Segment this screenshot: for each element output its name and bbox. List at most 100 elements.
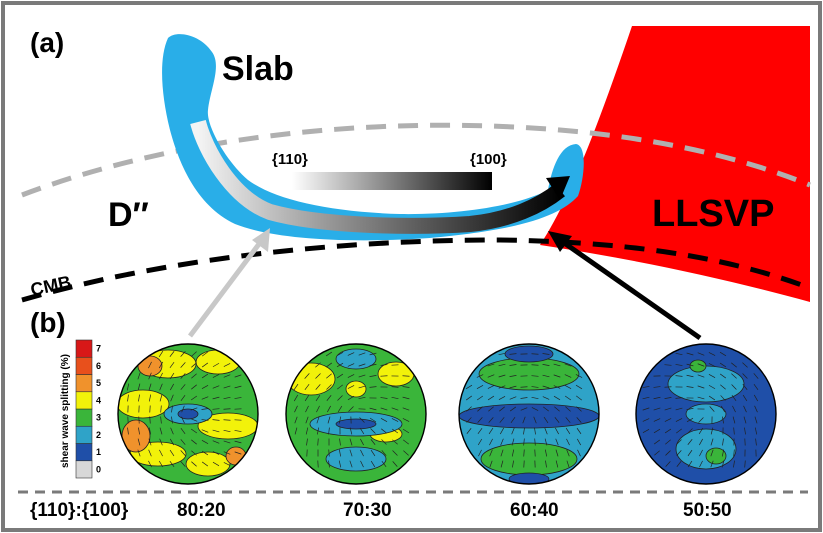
polarization-tick — [212, 408, 220, 410]
contour-region — [286, 362, 336, 396]
polarization-tick — [543, 416, 549, 424]
polarization-tick — [380, 407, 388, 411]
polarization-tick — [304, 394, 310, 402]
polarization-tick — [686, 407, 694, 411]
polarization-tick — [675, 375, 683, 377]
polarization-tick — [325, 351, 333, 357]
polarization-tick — [347, 374, 355, 378]
polarization-tick — [392, 439, 398, 445]
polarization-tick — [731, 394, 737, 402]
ratio-header: {110}:{100} — [30, 500, 129, 521]
colorbar-tick-label: 3 — [96, 413, 101, 423]
polarization-tick — [675, 352, 683, 356]
polarization-tick — [169, 351, 175, 357]
polarization-tick — [523, 427, 525, 435]
contour-region — [508, 472, 550, 484]
polarization-tick — [169, 383, 175, 391]
net-70-30 — [285, 343, 427, 485]
polarization-tick — [753, 373, 759, 379]
polarization-tick — [564, 363, 572, 367]
polarization-tick — [697, 374, 705, 378]
polarization-tick — [498, 396, 506, 400]
colorbar-tick-label: 2 — [96, 430, 101, 440]
colorbar-swatch — [75, 339, 93, 358]
polarization-tick — [337, 405, 343, 413]
polarization-tick — [169, 372, 175, 380]
polarization-tick — [710, 427, 714, 435]
pointer-arrow-grey — [188, 238, 264, 338]
polarization-tick — [544, 449, 548, 457]
contour-region — [118, 389, 170, 419]
polarization-tick — [158, 350, 164, 358]
flow-arrow-head — [546, 176, 570, 200]
contour-region — [675, 428, 737, 470]
colorbar-tick-label: 6 — [96, 361, 101, 371]
polarization-tick — [359, 427, 365, 435]
polarization-tick — [686, 374, 694, 378]
polarization-tick — [402, 386, 410, 388]
polarization-tick — [742, 373, 748, 379]
polarization-tick — [325, 362, 333, 368]
polarization-tick — [349, 427, 353, 435]
polarization-tick — [512, 460, 514, 468]
polarization-tick — [544, 438, 548, 446]
polarization-tick — [675, 364, 683, 366]
polarization-tick — [742, 384, 748, 390]
polarization-tick — [699, 449, 703, 457]
polarization-tick — [402, 396, 410, 400]
polarization-tick — [554, 417, 560, 423]
polarization-tick — [576, 427, 582, 435]
slab-shape — [162, 34, 584, 241]
polarization-tick — [743, 405, 747, 413]
slab-label: Slab — [222, 50, 294, 88]
polarization-tick — [654, 450, 660, 456]
polarization-tick — [575, 395, 583, 401]
polarization-tick — [576, 438, 582, 446]
polarization-tick — [358, 363, 366, 367]
polarization-tick — [316, 405, 320, 413]
polarization-tick — [520, 386, 528, 388]
contour-region — [195, 349, 241, 375]
cmb-label: CMB — [29, 272, 73, 300]
polarization-tick — [305, 405, 309, 413]
net-outline — [117, 343, 259, 485]
polarization-tick — [754, 427, 758, 435]
polarization-tick — [370, 439, 376, 445]
polarization-tick — [234, 385, 242, 389]
polarization-tick — [338, 416, 342, 424]
polarization-tick — [148, 372, 152, 380]
polarization-tick — [509, 406, 517, 412]
pointer-arrow-black-head — [548, 231, 572, 252]
ratio-label-2: 70:30 — [343, 500, 392, 521]
polarization-tick — [190, 418, 198, 422]
polarization-tick — [137, 383, 141, 391]
polarization-tick — [708, 352, 716, 356]
polarization-tick — [744, 460, 746, 468]
polarization-tick — [306, 438, 308, 446]
polarization-tick — [653, 407, 661, 411]
polarization-tick — [487, 363, 495, 367]
polarization-tick — [212, 461, 220, 467]
polarization-tick — [664, 428, 672, 434]
polarization-tick — [686, 386, 694, 388]
polarization-tick — [170, 394, 174, 402]
polarization-tick — [487, 374, 495, 378]
polarization-tick — [294, 427, 298, 435]
polarization-tick — [127, 427, 129, 435]
polarization-tick — [380, 364, 388, 366]
polarization-tick — [148, 361, 152, 369]
polarization-tick — [180, 384, 186, 390]
polarization-tick — [699, 460, 703, 468]
polarization-tick — [336, 351, 344, 357]
polarization-tick — [159, 372, 163, 380]
polarization-tick — [653, 396, 661, 400]
net-60-40 — [458, 343, 600, 485]
gradient-bar — [292, 172, 492, 190]
polarization-tick — [212, 429, 220, 433]
polarization-tick — [721, 460, 725, 468]
polarization-tick — [137, 438, 141, 446]
polarization-tick — [653, 439, 661, 445]
pointer-arrow-black — [558, 237, 702, 341]
polarization-tick — [223, 451, 231, 455]
